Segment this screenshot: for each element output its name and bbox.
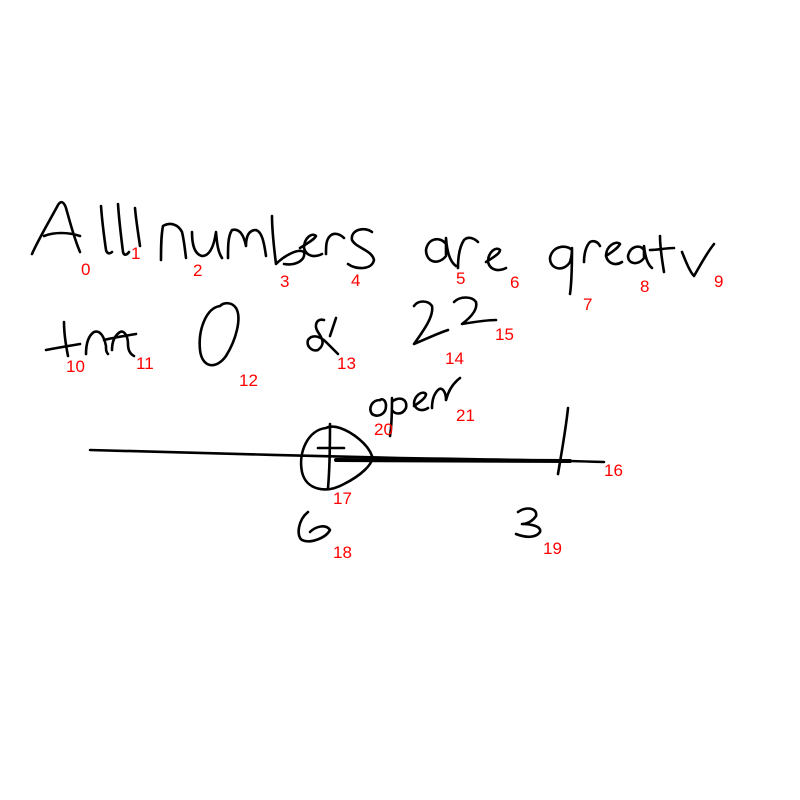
stroke-4-letters-ers [298,227,376,270]
stroke-19-digit-three [514,507,542,539]
stroke-5-letters-ar [424,236,480,270]
stroke-index-21: 21 [456,406,475,425]
stroke-index-7: 7 [583,295,592,314]
stroke-index-11: 11 [136,354,154,373]
stroke-index-9: 9 [714,272,723,291]
stroke-index-0: 0 [81,260,90,279]
stroke-index-14: 14 [445,349,464,368]
stroke-7-letter-g [548,245,574,296]
stroke-0-letter-l-first [99,204,114,255]
stroke-14-digit-two [412,300,450,346]
stroke-8-letters-reat [582,234,676,274]
stroke-12-digit-zero [198,301,240,367]
stroke-16-tick-three [556,406,570,476]
stroke-index-12: 12 [239,371,258,390]
stroke-9-letters-er [680,242,716,278]
stroke-index-20: 20 [374,420,393,439]
stroke-10-letter-t [44,320,82,358]
stroke-index-6: 6 [510,273,519,292]
stroke-index-17: 17 [333,489,352,508]
stroke-6-letter-e [484,247,508,272]
stroke-17-open-circle [299,425,374,491]
stroke-16-shaded-ray [334,458,572,463]
stroke-1-letter-l [116,202,131,256]
stroke-11-letters-han [84,330,138,358]
stroke-3-letter-b [270,214,306,266]
stroke-index-18: 18 [333,543,352,562]
stroke-20-letter-o [369,397,388,417]
stroke-0-letter-a [30,200,82,256]
stroke-18-digit-zero [297,510,332,543]
stroke-17-tick-zero [316,422,346,490]
ink-layer [30,200,716,543]
stroke-index-4: 4 [351,271,360,290]
stroke-index-2: 2 [193,261,202,280]
stroke-index-8: 8 [640,277,649,296]
stroke-1-letter-l-second [133,206,142,248]
stroke-13-ampersand [306,316,340,356]
stroke-index-labels: 0 1 2 3 4 5 6 7 8 9 10 11 12 13 14 15 16… [66,244,723,562]
stroke-index-16: 16 [604,461,623,480]
stroke-15-digit-two [452,296,498,326]
stroke-index-3: 3 [280,272,289,291]
stroke-index-1: 1 [131,244,140,263]
stroke-2-letters-num [159,222,268,262]
stroke-21-letters-pen [388,376,462,438]
stroke-index-5: 5 [456,269,465,288]
stroke-index-10: 10 [66,357,85,376]
stroke-index-19: 19 [543,539,562,558]
stroke-index-15: 15 [495,325,514,344]
stroke-index-13: 13 [337,354,356,373]
